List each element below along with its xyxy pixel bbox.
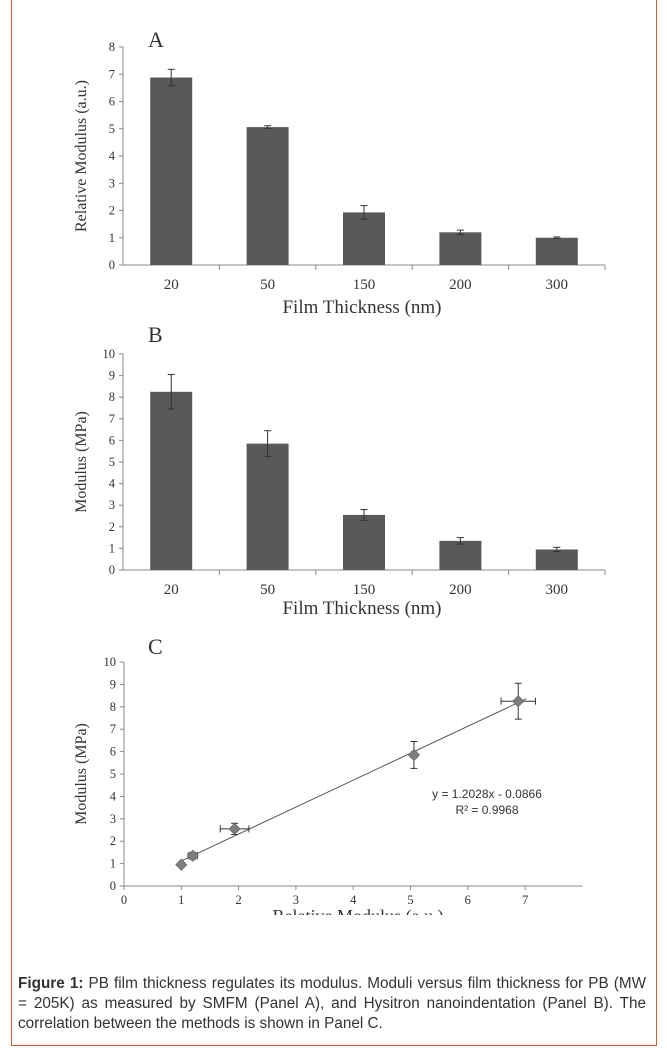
- x-tick-label: 150: [353, 582, 376, 598]
- y-tick-label: 6: [109, 433, 115, 447]
- x-axis-title: Relative Modulus (a.u.): [273, 906, 444, 915]
- y-tick-label: 10: [103, 347, 116, 361]
- x-tick-label: 1: [178, 893, 184, 907]
- y-tick-label: 0: [110, 879, 116, 893]
- data-point: [228, 822, 241, 835]
- y-tick-label: 9: [109, 369, 115, 383]
- trendline-equation: y = 1.2028x - 0.0866: [432, 787, 542, 801]
- figure-frame: [11, 0, 657, 1046]
- y-tick-label: 1: [109, 541, 115, 555]
- x-tick-label: 20: [164, 582, 179, 598]
- x-tick-label: 200: [449, 277, 472, 293]
- y-tick-label: 7: [109, 67, 115, 81]
- y-axis-title: Modulus (MPa): [73, 411, 90, 513]
- x-tick-label: 20: [164, 277, 179, 293]
- x-tick-label: 150: [353, 277, 376, 293]
- y-tick-label: 1: [109, 231, 115, 245]
- panel-a-bar-chart: 0 1 2 3 4 5 6 7 8 20 50 150 200 300 Film Thickness (nm…: [73, 27, 606, 318]
- x-tick-label: 2: [235, 893, 241, 907]
- y-tick-label: 7: [110, 722, 116, 736]
- y-tick-label: 5: [109, 122, 115, 136]
- y-tick-label: 4: [109, 149, 116, 163]
- y-tick-label: 3: [109, 176, 115, 190]
- data-point: [512, 695, 525, 708]
- y-tick-label: 0: [109, 258, 115, 272]
- y-axis-title: Relative Modulus (a.u.): [73, 80, 90, 232]
- y-tick-label: 2: [109, 520, 115, 534]
- caption-label: Figure 1:: [18, 975, 84, 992]
- bar-300: [535, 237, 578, 265]
- y-tick-label: 5: [110, 767, 116, 781]
- x-tick-label: 0: [121, 893, 127, 907]
- data-point: [186, 849, 199, 862]
- x-axis-title: Film Thickness (nm): [282, 297, 441, 318]
- x-tick-label: 300: [546, 582, 569, 598]
- bar-20: [150, 391, 193, 570]
- y-tick-label: 7: [109, 412, 115, 426]
- bar-150: [343, 514, 385, 570]
- y-tick-label: 3: [110, 812, 116, 826]
- bar-200: [439, 540, 482, 570]
- y-tick-label: 4: [109, 477, 116, 491]
- r-squared-label: R² = 0.9968: [455, 803, 518, 817]
- data-point: [175, 858, 188, 871]
- trendline: [178, 698, 527, 863]
- y-tick-label: 2: [109, 204, 115, 218]
- y-axis-title: Modulus (MPa): [73, 723, 90, 825]
- x-tick-label: 7: [522, 893, 528, 907]
- y-tick-label: 6: [110, 745, 116, 759]
- y-tick-label: 6: [109, 95, 115, 109]
- x-tick-label: 50: [260, 582, 275, 598]
- panel-c-scatter-chart: 0 1 2 3 4 5 6 7 8 9 10 0 1 2 3 4 5 6 7 y = 1.2028x - 0.0866…: [73, 634, 583, 915]
- y-tick-label: 0: [109, 563, 115, 577]
- x-tick-label: 6: [465, 893, 471, 907]
- bar-200: [439, 232, 482, 265]
- y-tick-label: 8: [109, 40, 115, 54]
- y-tick-label: 5: [109, 455, 115, 469]
- x-tick-label: 300: [546, 277, 569, 293]
- y-tick-label: 2: [110, 834, 116, 848]
- bar-50: [246, 443, 289, 570]
- x-tick-label: 200: [449, 582, 472, 598]
- caption-text: PB film thickness regulates its modulus.…: [18, 975, 647, 1032]
- x-tick-label: 4: [350, 893, 357, 907]
- bar-300: [535, 549, 578, 570]
- bar-20: [150, 77, 193, 265]
- bar-50: [246, 127, 289, 266]
- panel-label: C: [148, 634, 163, 659]
- x-tick-label: 50: [260, 277, 275, 293]
- y-tick-label: 4: [110, 789, 117, 803]
- y-tick-label: 8: [110, 700, 116, 714]
- data-point: [407, 748, 421, 762]
- x-axis-title: Film Thickness (nm): [282, 598, 441, 619]
- bar-150: [343, 212, 385, 265]
- panel-label: B: [148, 322, 163, 347]
- y-tick-label: 3: [109, 498, 115, 512]
- y-tick-label: 9: [110, 677, 116, 691]
- panel-label: A: [148, 27, 164, 52]
- y-tick-label: 1: [110, 857, 116, 871]
- x-tick-label: 5: [407, 893, 413, 907]
- y-tick-label: 8: [109, 390, 115, 404]
- y-tick-label: 10: [104, 655, 117, 669]
- panel-b-bar-chart: 0 1 2 3 4 5 6 7 8 9 10 20 50 150 200 300 Film Thickness …: [73, 322, 606, 619]
- figure-caption: Figure 1: PB film thickness regulates it…: [18, 974, 646, 1034]
- x-tick-label: 3: [293, 893, 299, 907]
